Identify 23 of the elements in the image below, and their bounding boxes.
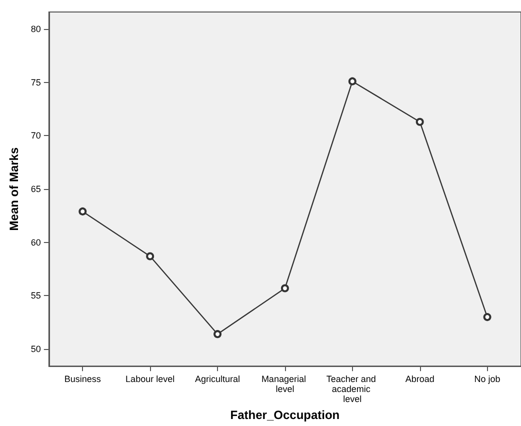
y-tick-label: 50 (30, 344, 41, 354)
x-tick-label: Agricultural (195, 374, 240, 384)
y-tick-label: 70 (30, 130, 41, 141)
x-tick-label: No job (474, 374, 500, 384)
point (483, 313, 492, 322)
point (280, 284, 289, 292)
x-tick-label: Labour level (126, 374, 175, 384)
x-axis-title: Father_Occupation (230, 408, 340, 422)
y-tick-label: 80 (30, 24, 41, 34)
y-tick-label: 60 (30, 237, 41, 248)
point (416, 118, 424, 126)
point (146, 252, 154, 260)
x-tick-label: Teacher and academic level (326, 374, 378, 404)
y-tick-label: 75 (30, 77, 41, 88)
point (214, 330, 222, 338)
point (348, 77, 356, 86)
y-tick-label: 65 (30, 184, 41, 194)
x-tick-label: Business (64, 374, 102, 384)
y-axis-title: Mean of Marks (7, 147, 21, 231)
x-tick-label: Managerial level (261, 374, 308, 394)
point (78, 207, 87, 216)
y-tick-label: 55 (30, 290, 41, 301)
x-tick-label: Abroad (405, 374, 434, 384)
